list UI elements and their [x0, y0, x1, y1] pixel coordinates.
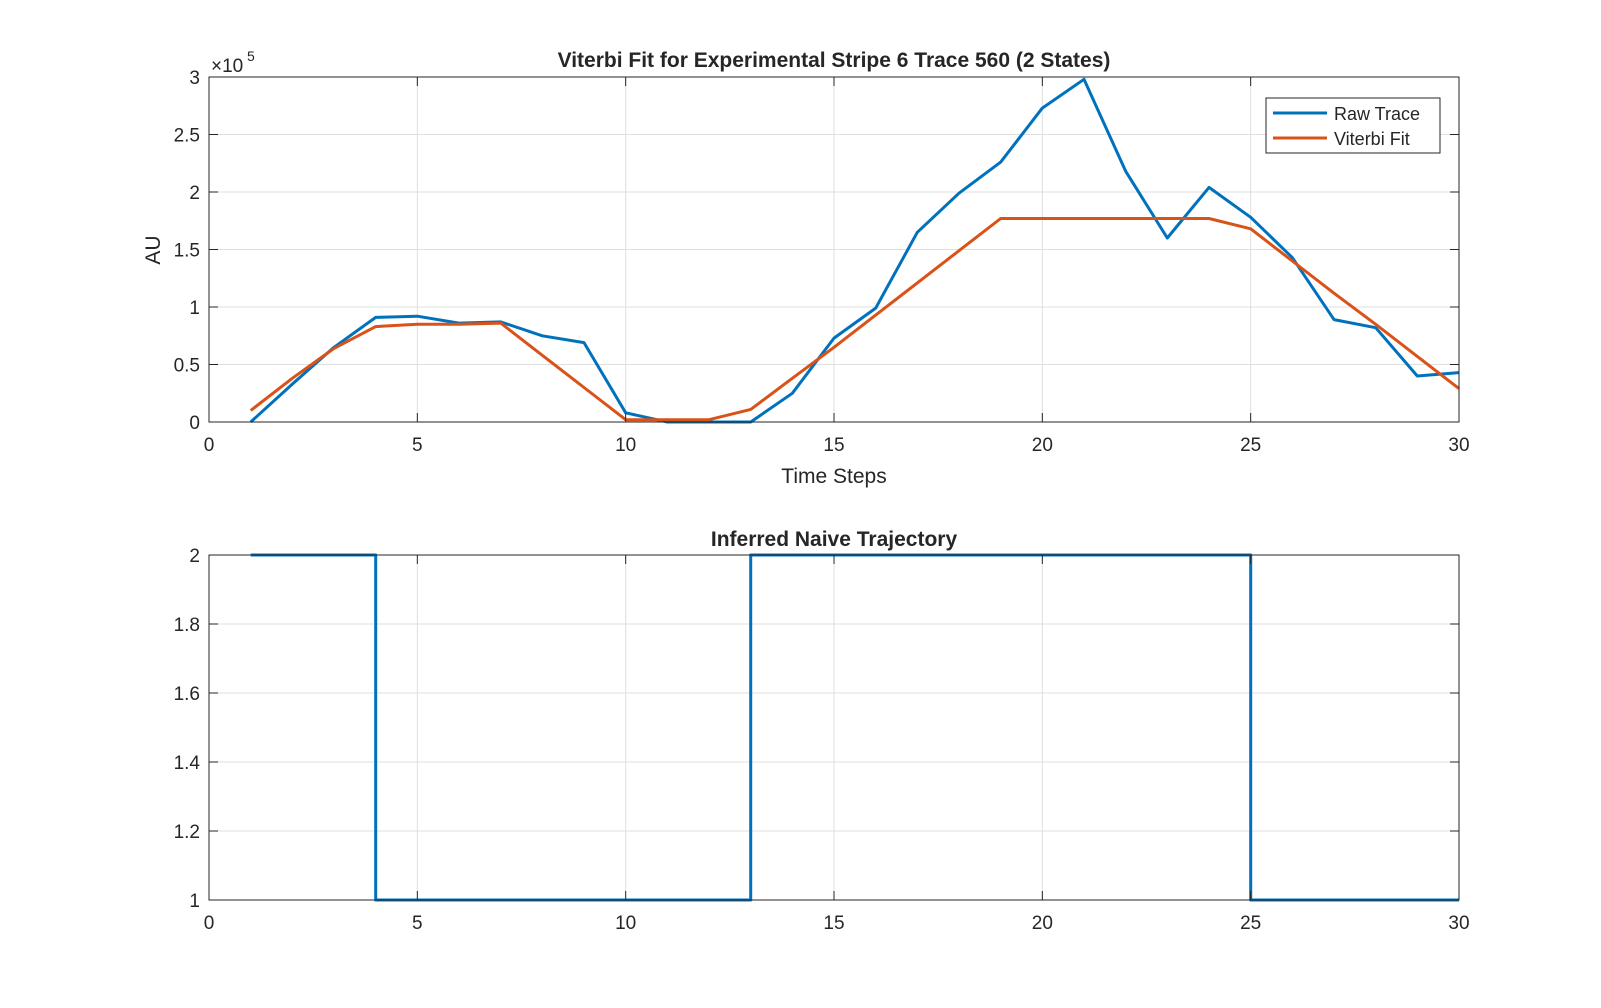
- y-exponent-label: ×10 5: [211, 48, 255, 77]
- top-chart-title: Viterbi Fit for Experimental Stripe 6 Tr…: [558, 49, 1111, 72]
- bottom-x-tick-label: 10: [615, 913, 636, 934]
- top-x-tick-label: 15: [823, 435, 844, 456]
- bottom-axes: 0 5 10 15 20 25 30 1 1.2 1.4 1.6 1.8 2 Inferred Naiv…: [174, 528, 1470, 934]
- top-y-tick-label: 0.5: [174, 356, 200, 377]
- bottom-x-tick-label: 5: [412, 913, 423, 934]
- bottom-y-tick-label: 1.8: [174, 615, 200, 636]
- legend: Raw Trace Viterbi Fit: [1265, 97, 1441, 154]
- top-y-tick-label: 2: [189, 183, 200, 204]
- top-y-tick-label: 1.5: [174, 241, 200, 262]
- bottom-series-line-state: [250, 553, 1459, 902]
- bottom-x-tick-label: 15: [823, 913, 844, 934]
- bottom-x-tick-label: 30: [1448, 913, 1469, 934]
- top-x-tick-label: 10: [615, 435, 636, 456]
- top-y-axis-label: AU: [142, 235, 165, 264]
- top-y-tick-label: 0: [189, 413, 200, 434]
- top-y-tick-label: 1: [189, 298, 200, 319]
- bottom-x-tick-label: 20: [1032, 913, 1053, 934]
- top-x-tick-label: 0: [204, 435, 215, 456]
- top-y-tick-label: 2.5: [174, 126, 200, 147]
- top-x-tick-label: 30: [1448, 435, 1469, 456]
- exponent-base: ×10: [211, 56, 243, 77]
- top-y-tick-label: 3: [189, 68, 200, 89]
- legend-label-raw-trace: Raw Trace: [1334, 104, 1420, 124]
- top-x-tick-label: 25: [1240, 435, 1261, 456]
- top-x-axis-label: Time Steps: [781, 465, 886, 488]
- bottom-y-tick-label: 1.2: [174, 822, 200, 843]
- top-series-line-viterbi-fit: [249, 217, 1460, 422]
- legend-label-viterbi-fit: Viterbi Fit: [1334, 129, 1410, 149]
- bottom-ticks: 0 5 10 15 20 25 30 1 1.2 1.4 1.6 1.8 2: [174, 546, 1470, 934]
- top-x-tick-label: 5: [412, 435, 423, 456]
- top-axes: 0 5 10 15 20 25 30 0 0.5 1 1.5 2 2.5 3 Viterbi Fit fo…: [142, 48, 1470, 488]
- bottom-x-tick-label: 25: [1240, 913, 1261, 934]
- exponent-power: 5: [247, 48, 255, 64]
- bottom-x-tick-label: 0: [204, 913, 215, 934]
- bottom-y-tick-label: 1.4: [174, 753, 201, 774]
- bottom-y-tick-label: 1.6: [174, 684, 200, 705]
- bottom-series-lines: [250, 553, 1459, 902]
- bottom-chart-title: Inferred Naive Trajectory: [711, 528, 958, 551]
- top-series-lines: [249, 77, 1460, 424]
- top-series-line-raw-trace: [249, 77, 1460, 424]
- top-x-tick-label: 20: [1032, 435, 1053, 456]
- bottom-y-tick-label: 1: [189, 891, 200, 912]
- top-ticks: 0 5 10 15 20 25 30 0 0.5 1 1.5 2 2.5 3: [174, 68, 1470, 456]
- bottom-y-tick-label: 2: [189, 546, 200, 567]
- legend-box: [1265, 97, 1441, 154]
